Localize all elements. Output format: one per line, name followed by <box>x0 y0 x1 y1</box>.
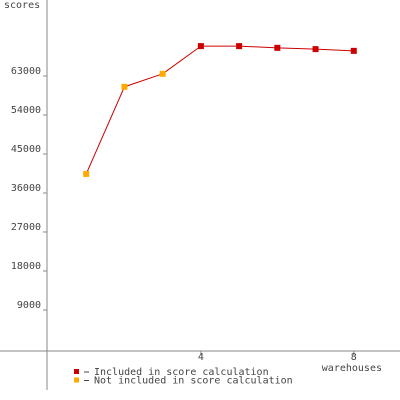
line-segment <box>124 73 163 88</box>
data-point <box>83 170 90 177</box>
data-point <box>350 47 357 54</box>
x-tick-label: 8 <box>351 352 357 363</box>
legend-marker <box>74 369 79 374</box>
line-segment <box>239 45 278 49</box>
legend-label: Included in score calculation <box>94 367 269 378</box>
data-point <box>121 83 128 90</box>
y-tick-label: 27000 <box>11 222 41 233</box>
data-point <box>159 70 166 77</box>
data-point <box>236 43 243 50</box>
line-segment <box>162 45 202 75</box>
y-tick-label: 18000 <box>11 261 41 272</box>
data-point <box>197 43 204 50</box>
line-segment <box>315 48 354 52</box>
data-point <box>312 46 319 53</box>
y-tick-label: 63000 <box>11 66 41 77</box>
x-tick-label: 4 <box>198 352 204 363</box>
legend-marker <box>74 377 79 383</box>
line-segment <box>85 86 125 175</box>
y-tick-label: 36000 <box>11 183 41 194</box>
y-tick-label: 54000 <box>11 105 41 116</box>
data-point <box>274 44 281 51</box>
y-tick-label: 9000 <box>17 300 41 311</box>
legend-label: Not included in score calculation <box>94 376 293 387</box>
x-axis-label: warehouses <box>322 363 382 374</box>
y-axis-label: scores <box>4 0 40 11</box>
line-segment <box>277 47 316 50</box>
y-tick-label: 45000 <box>11 144 41 155</box>
